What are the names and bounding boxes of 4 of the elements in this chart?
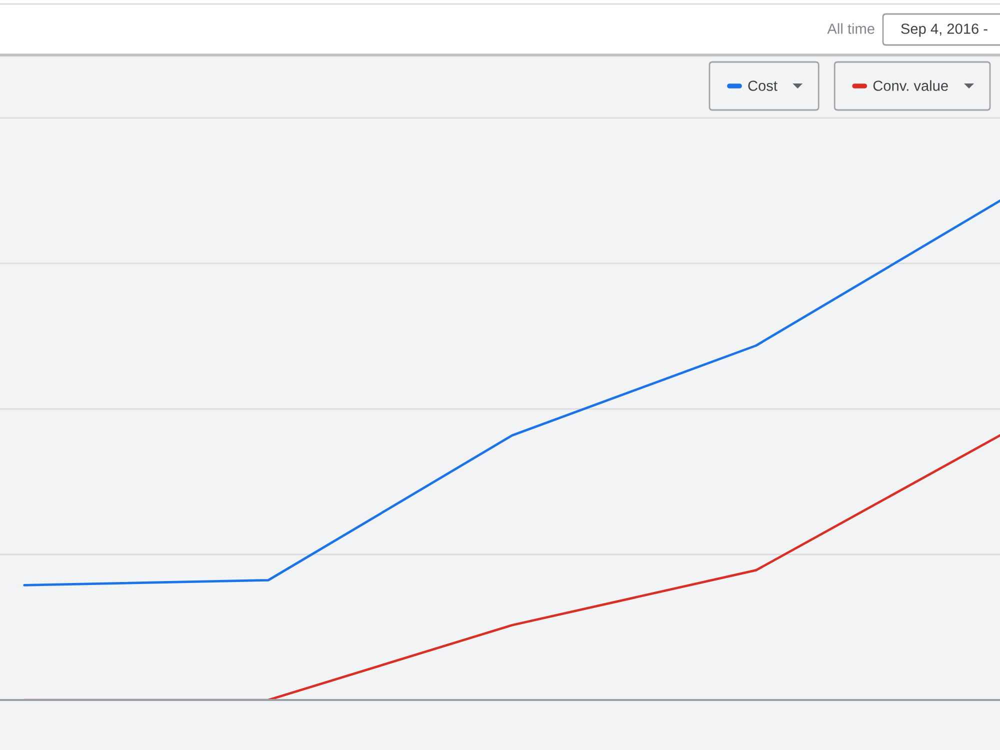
text: All time (827, 23, 874, 34)
legend-label: Conv. value (873, 80, 948, 91)
legend-label: Cost (748, 80, 778, 91)
text: Sep 4, 2016 - (901, 24, 988, 37)
